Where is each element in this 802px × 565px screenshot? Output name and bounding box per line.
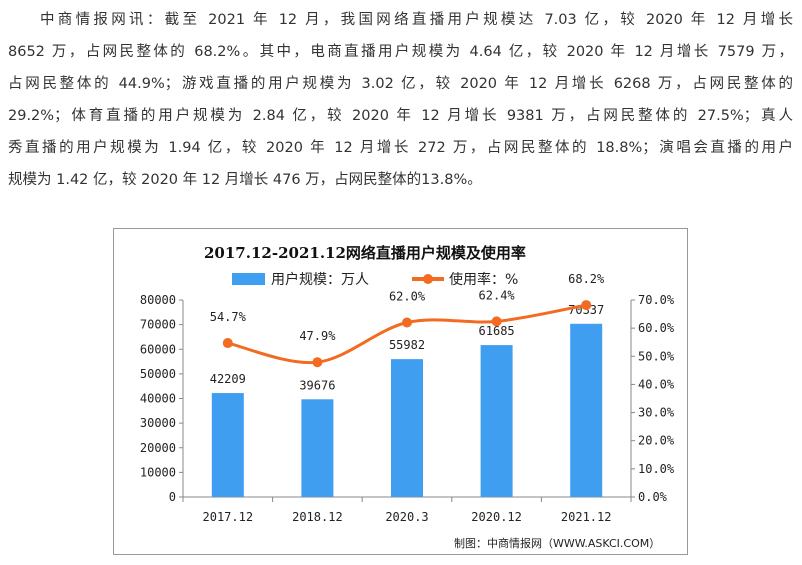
right-tick-label: 30.0% (638, 406, 675, 420)
bar-value-label: 61685 (479, 324, 515, 338)
x-tick-label: 2021.12 (561, 510, 612, 524)
legend-bar-label: 用户规模：万人 (271, 271, 369, 288)
line-value-label: 68.2% (568, 272, 605, 286)
article-line: 秀直播的用户规模为 1.94 亿，较 2020 年 12 月增长 272 万，占… (8, 140, 793, 156)
line-value-label: 62.0% (389, 290, 426, 304)
left-tick-label: 60000 (140, 342, 176, 356)
right-tick-label: 40.0% (638, 377, 675, 391)
usage-rate-line (227, 303, 587, 365)
right-tick-label: 20.0% (638, 434, 675, 448)
left-tick-label: 0 (169, 490, 176, 504)
article-line: 29.2%；体育直播的用户规模为 2.84 亿，较 2020 年 12 月增长 … (8, 108, 793, 124)
right-tick-label: 70.0% (638, 293, 675, 307)
usage-rate-point (581, 300, 592, 311)
bar (480, 345, 513, 497)
line-value-label: 62.4% (479, 288, 516, 302)
legend-bar-swatch (232, 273, 265, 285)
right-tick-label: 0.0% (638, 490, 668, 504)
article-line: 中商情报网讯：截至 2021 年 12 月，我国网络直播用户规模达 7.03 亿… (40, 12, 793, 28)
left-tick-label: 10000 (140, 465, 176, 479)
legend-line-label: 使用率：% (449, 271, 518, 288)
article-paragraph: 中商情报网讯：截至 2021 年 12 月，我国网络直播用户规模达 7.03 亿… (8, 8, 793, 200)
usage-rate-point (491, 316, 502, 327)
left-tick-label: 70000 (140, 318, 176, 332)
left-tick-label: 50000 (140, 367, 176, 381)
bar-value-label: 55982 (389, 338, 425, 352)
usage-rate-point (312, 357, 323, 368)
bar (391, 359, 423, 497)
bar-value-label: 39676 (299, 378, 335, 392)
legend-line-marker (423, 274, 433, 284)
x-tick-label: 2020.3 (385, 510, 428, 524)
chart-container: 2017.12-2021.12网络直播用户规模及使用率 用户规模：万人 使用率：… (113, 228, 688, 555)
bar-value-label: 42209 (210, 372, 246, 386)
chart-title: 2017.12-2021.12网络直播用户规模及使用率 (204, 244, 526, 262)
x-tick-label: 2020.12 (471, 510, 522, 524)
chart-source: 制图：中商情报网（WWW.ASKCI.COM） (454, 536, 660, 550)
x-tick-label: 2017.12 (203, 510, 254, 524)
bar (570, 323, 603, 497)
line-value-label: 54.7% (210, 310, 247, 324)
usage-rate-point (402, 317, 412, 328)
left-tick-label: 20000 (140, 441, 176, 455)
usage-rate-point (222, 338, 233, 349)
article-line: 规模为 1.42 亿，较 2020 年 12 月增长 476 万，占网民整体的1… (8, 172, 482, 188)
bar (301, 399, 334, 497)
right-tick-label: 50.0% (638, 349, 675, 363)
left-tick-label: 80000 (140, 293, 176, 307)
article-line: 占网民整体的 44.9%；游戏直播的用户规模为 3.02 亿，较 2020 年 … (8, 76, 793, 92)
x-tick-label: 2018.12 (292, 510, 343, 524)
chart: 2017.12-2021.12网络直播用户规模及使用率 用户规模：万人 使用率：… (140, 244, 675, 550)
line-value-label: 47.9% (299, 329, 336, 343)
left-tick-label: 30000 (140, 416, 176, 430)
article-line: 8652 万，占网民整体的 68.2%。其中，电商直播用户规模为 4.64 亿，… (8, 44, 793, 60)
right-tick-label: 10.0% (638, 462, 675, 476)
left-tick-label: 40000 (140, 392, 176, 406)
right-tick-label: 60.0% (638, 321, 675, 335)
bar (211, 393, 244, 497)
